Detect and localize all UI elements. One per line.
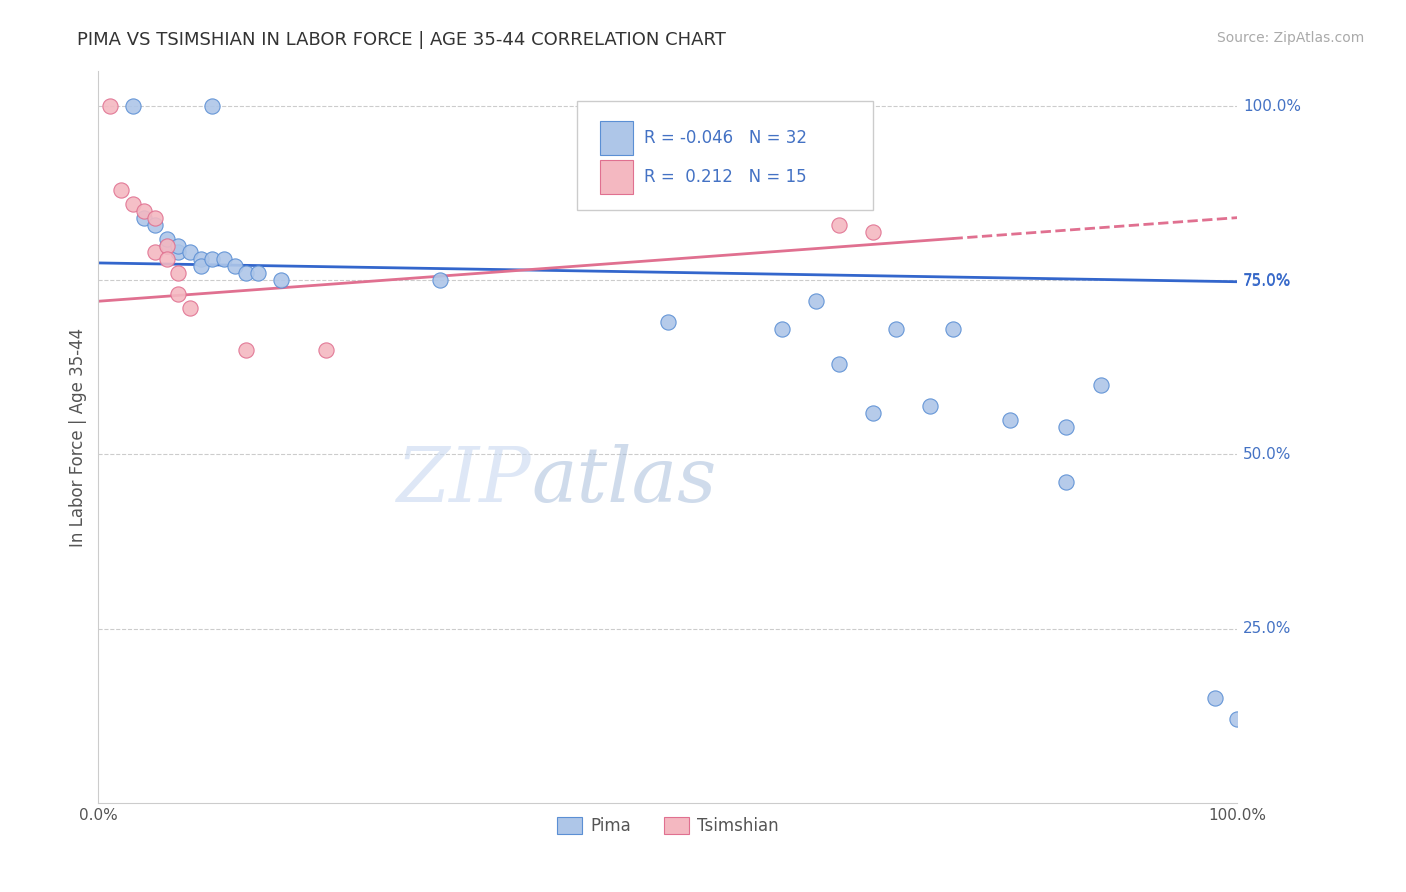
FancyBboxPatch shape (576, 101, 873, 211)
Point (804, 294, 827, 309)
Text: ZIP: ZIP (396, 444, 531, 518)
Point (156, 238, 179, 252)
Text: R = -0.046   N = 32: R = -0.046 N = 32 (644, 129, 807, 147)
Point (212, 252, 235, 267)
Point (145, 211, 167, 225)
Point (942, 322, 965, 336)
Point (156, 252, 179, 267)
Text: PIMA VS TSIMSHIAN IN LABOR FORCE | AGE 35-44 CORRELATION CHART: PIMA VS TSIMSHIAN IN LABOR FORCE | AGE 3… (77, 31, 727, 49)
Point (1054, 475, 1078, 490)
Point (224, 260, 246, 274)
Point (770, 322, 793, 336)
Point (132, 203, 155, 218)
Point (1090, 377, 1112, 392)
Point (235, 266, 257, 280)
Point (246, 266, 269, 280)
Point (132, 211, 155, 225)
Text: R =  0.212   N = 15: R = 0.212 N = 15 (644, 168, 807, 186)
Point (121, 99, 143, 113)
Point (429, 273, 451, 287)
Point (884, 322, 907, 336)
Point (98, 99, 121, 113)
Point (145, 218, 167, 232)
Point (315, 343, 337, 357)
Point (167, 238, 190, 252)
Text: 50.0%: 50.0% (1243, 447, 1291, 462)
Point (657, 315, 679, 329)
Text: Source: ZipAtlas.com: Source: ZipAtlas.com (1216, 31, 1364, 45)
Text: 75.0%: 75.0% (1243, 273, 1291, 288)
Text: 100.0%: 100.0% (1243, 99, 1301, 113)
Point (145, 245, 167, 260)
Point (167, 245, 190, 260)
Text: 75.0%: 75.0% (1243, 274, 1291, 289)
FancyBboxPatch shape (599, 121, 633, 154)
Y-axis label: In Labor Force | Age 35-44: In Labor Force | Age 35-44 (69, 327, 87, 547)
Text: atlas: atlas (531, 444, 717, 518)
Point (862, 225, 884, 239)
Point (179, 245, 201, 260)
Point (918, 399, 941, 413)
Point (201, 99, 224, 113)
Point (110, 183, 132, 197)
Point (190, 252, 212, 267)
Legend: Pima, Tsimshian: Pima, Tsimshian (550, 811, 786, 842)
Point (190, 260, 212, 274)
Point (156, 238, 179, 252)
Point (167, 287, 190, 301)
Point (1204, 691, 1226, 706)
Point (270, 273, 292, 287)
Point (828, 218, 851, 232)
Point (1054, 419, 1078, 434)
Point (828, 357, 851, 371)
Point (167, 266, 190, 280)
FancyBboxPatch shape (599, 160, 633, 194)
Point (201, 252, 224, 267)
Point (862, 406, 884, 420)
Point (998, 412, 1021, 426)
Text: 25.0%: 25.0% (1243, 621, 1291, 636)
Point (179, 301, 201, 316)
Point (1226, 712, 1249, 726)
Point (156, 231, 179, 245)
Point (121, 196, 143, 211)
Point (235, 343, 257, 357)
